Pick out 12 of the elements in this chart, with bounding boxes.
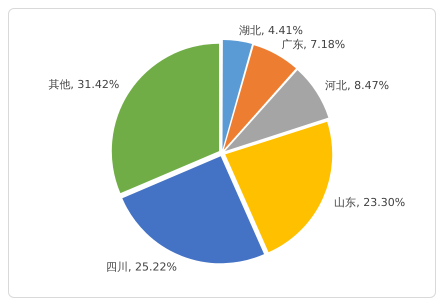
slice-label: 四川 xyxy=(106,260,128,274)
data-label: , 8.47% xyxy=(347,78,390,92)
data-label: , 4.41% xyxy=(260,24,303,38)
slice-label: 河北 xyxy=(325,78,348,92)
slice-label: 山东 xyxy=(334,196,356,210)
slice-label: 湖北 xyxy=(238,24,261,38)
data-label: , 7.18% xyxy=(303,38,346,52)
data-label: , 23.30% xyxy=(356,196,406,210)
slice-label: 广东 xyxy=(281,38,304,52)
data-label: , 25.22% xyxy=(128,260,177,274)
slice-label: 其他 xyxy=(48,78,70,92)
data-label: , 31.42% xyxy=(70,78,120,92)
